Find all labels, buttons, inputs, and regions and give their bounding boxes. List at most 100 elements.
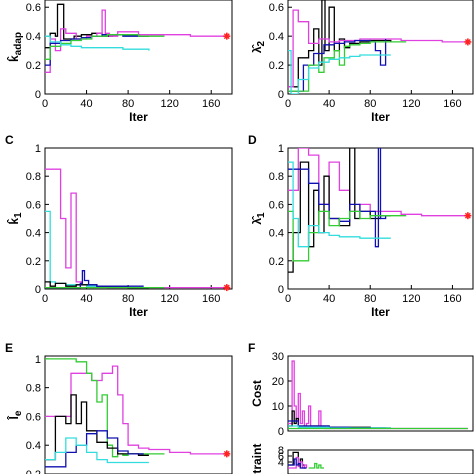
xtick-label-A: 80 [122, 98, 134, 110]
ytick-label-B: 0.4 [269, 31, 284, 43]
series-line-C-magenta [45, 168, 227, 289]
xtick-label-C: 160 [202, 293, 220, 305]
ytick-label-C: 0.4 [26, 228, 41, 240]
ylabel-D: λ̂1 [250, 212, 267, 225]
panel-C: 0 0.2 0.4 0.6 0.8 1 0 40 80 120 160 Iter k̂1 C [5, 133, 233, 319]
panel-D: 0 0.2 0.4 0.6 0.8 1 0 40 80 120 160 Iter λ̂1 D [248, 133, 474, 319]
panel-B: 0 0.2 0.4 0.6 0 40 80 120 160 Iter λ̂2 [250, 0, 474, 124]
series-line-D-green [288, 210, 407, 262]
panel-label-E: E [5, 341, 13, 355]
final-marker-A [223, 32, 231, 40]
ylabel-C: k̂1 [6, 212, 24, 225]
series-line-C-cyan [45, 210, 149, 289]
series-line-G-green [308, 462, 324, 469]
xtick-label-D: 120 [402, 293, 420, 305]
series-line-G-magenta [288, 456, 308, 469]
xlabel-C: Iter [129, 305, 148, 319]
ytick-label-E: 1 [35, 354, 41, 366]
ytick-label-C: 0.6 [26, 199, 41, 211]
xtick-label-C: 0 [42, 293, 48, 305]
xtick-label-C: 80 [122, 293, 134, 305]
ytick-label-E: 0.6 [26, 411, 41, 423]
ytick-label-C: 0.8 [26, 171, 41, 183]
xtick-label-D: 80 [364, 293, 376, 305]
series-line-B-black [288, 0, 392, 88]
ytick-label-C: 0 [35, 284, 41, 296]
xtick-label-A: 120 [160, 98, 178, 110]
ytick-label-B: 0 [278, 89, 284, 101]
series-line-E-blue [45, 430, 144, 468]
series-line-F-magenta [288, 360, 468, 430]
series-line-E-cyan [45, 437, 149, 464]
final-marker-B [464, 38, 472, 46]
panel-E: 0.2 0.4 0.6 0.8 1 l̂e E [5, 341, 233, 474]
axes-frame-A [44, 0, 233, 95]
xtick-label-C: 40 [80, 293, 92, 305]
panel-label-C: C [5, 133, 14, 147]
series-line-C-blue [45, 270, 144, 289]
final-marker-C [223, 284, 231, 292]
xtick-label-B: 80 [364, 98, 376, 110]
xlabel-B: Iter [371, 110, 390, 124]
panel-label-D: D [248, 133, 257, 147]
ytick-label-A: 0.2 [26, 60, 41, 72]
ylabel-A: k̂adap [6, 32, 24, 62]
ytick-label-G: 6 [278, 451, 284, 463]
axes-frame-B [287, 0, 474, 95]
final-marker-D [464, 212, 472, 220]
xtick-label-A: 0 [42, 98, 48, 110]
axes-frame-E [44, 355, 233, 474]
ytick-label-D: 0.2 [269, 256, 284, 268]
ytick-label-F: 0 [278, 426, 284, 438]
ytick-label-E: 0.2 [26, 469, 41, 474]
series-line-A-blue [45, 34, 144, 66]
ytick-label-D: 0.4 [269, 228, 284, 240]
series-line-E-black [45, 394, 149, 461]
series-line-E-magenta [45, 365, 227, 455]
xtick-label-A: 40 [80, 98, 92, 110]
series-line-B-cyan [288, 49, 391, 94]
xlabel-A: Iter [129, 110, 148, 124]
ytick-label-B: 0.2 [269, 60, 284, 72]
xlabel-D: Iter [371, 305, 390, 319]
ytick-label-A: 0.4 [26, 31, 41, 43]
panel-F: 0 10 20 30 Cost F [248, 341, 474, 438]
ytick-label-B: 0.6 [269, 2, 284, 14]
ylabel-B: λ̂2 [250, 40, 267, 53]
final-marker-E [223, 450, 231, 458]
ytick-label-A: 0.6 [26, 2, 41, 14]
ytick-label-F: 10 [272, 401, 284, 413]
ytick-label-D: 0 [278, 284, 284, 296]
xtick-label-A: 160 [202, 98, 220, 110]
ytick-label-G: 4 [278, 457, 284, 469]
series-line-D-blue [288, 148, 387, 248]
xtick-label-B: 120 [402, 98, 420, 110]
series-line-D-cyan [288, 161, 391, 248]
ytick-label-F: 30 [272, 351, 284, 363]
series-line-B-magenta [288, 9, 468, 88]
xtick-label-B: 160 [443, 98, 461, 110]
series-line-A-green [45, 34, 165, 60]
axes-frame-G [287, 449, 474, 474]
series-line-G-black [288, 451, 307, 469]
xtick-label-C: 120 [160, 293, 178, 305]
series-line-A-cyan [45, 35, 150, 51]
ylabel-G: straint [250, 444, 264, 474]
ytick-label-C: 0.2 [26, 256, 41, 268]
ytick-label-D: 1 [278, 143, 284, 155]
xtick-label-D: 160 [443, 293, 461, 305]
axes-frame-C [44, 147, 233, 290]
series-line-A-magenta [45, 9, 227, 73]
xtick-label-B: 0 [285, 98, 291, 110]
xtick-label-B: 40 [323, 98, 335, 110]
ytick-label-F: 20 [272, 376, 284, 388]
ylabel-E: l̂e [6, 410, 24, 421]
ytick-label-E: 0.4 [26, 440, 41, 452]
panel-label-F: F [248, 341, 255, 355]
ytick-label-C: 1 [35, 143, 41, 155]
ytick-label-G: 8 [278, 445, 284, 457]
ytick-label-A: 0 [35, 89, 41, 101]
axes-frame-F [287, 355, 474, 432]
ylabel-F: Cost [250, 380, 264, 407]
